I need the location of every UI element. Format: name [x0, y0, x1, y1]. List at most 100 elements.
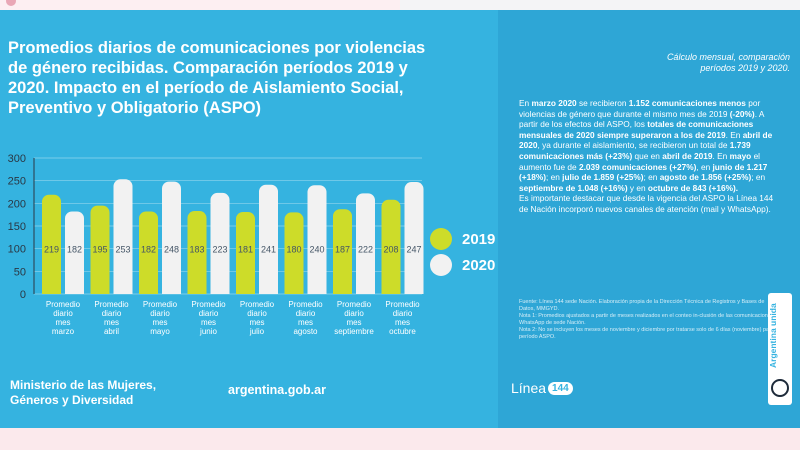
- summary-run: 1.739 comunicaciones más (+23%): [519, 140, 751, 161]
- x-tick-label: Promedio: [385, 300, 420, 309]
- infographic-card: Promedios diarios de comunicaciones por …: [0, 10, 800, 428]
- summary-run: mayo: [729, 150, 752, 161]
- bar-2019-junio: [187, 211, 207, 294]
- national-seal-icon: [771, 379, 789, 397]
- data-label: 223: [212, 245, 227, 255]
- summary-paragraph-1: En marzo 2020 se recibieron 1.152 comuni…: [519, 98, 777, 193]
- bar-base: [333, 286, 352, 294]
- decorative-block: [400, 0, 800, 10]
- website-link[interactable]: argentina.gob.ar: [228, 383, 326, 397]
- y-tick-label: 200: [8, 198, 26, 210]
- y-tick-label: 100: [8, 244, 26, 256]
- summary-run: abril de 2020: [519, 129, 773, 151]
- bar-base: [236, 286, 255, 294]
- y-tick-label: 0: [20, 289, 26, 301]
- bar-base: [42, 286, 61, 294]
- data-label: 182: [141, 245, 156, 255]
- legend-item-2020: 2020: [430, 254, 495, 276]
- bar-2019-julio: [236, 211, 255, 294]
- summary-run: . A partir de los efectos del ASPO, los: [519, 108, 764, 130]
- bar-base: [307, 286, 327, 294]
- y-tick-label: 50: [14, 266, 26, 278]
- summary-run: (-20%): [729, 108, 755, 119]
- bar-base: [356, 286, 375, 294]
- bar-2020-agosto: [307, 185, 327, 294]
- bar-2019-agosto: [284, 212, 304, 294]
- summary-run: que en: [632, 150, 663, 161]
- summary-run: septiembre de 1.048 (+16%): [519, 182, 628, 193]
- bar-2020-junio: [210, 192, 230, 294]
- data-label: 222: [358, 245, 373, 255]
- summary-run: abril de 2019: [662, 150, 713, 161]
- data-label: 219: [44, 245, 59, 255]
- footnote-2: Nota 2: No se incluyen los meses de novi…: [519, 327, 774, 340]
- linea-logo-text: Línea: [511, 380, 547, 396]
- x-tick-label: octubre: [389, 327, 416, 336]
- x-tick-label: mes: [55, 318, 70, 327]
- x-tick-label: mes: [152, 318, 167, 327]
- x-tick-label: mes: [104, 318, 119, 327]
- summary-run: . En: [712, 150, 730, 161]
- summary-run: , en: [696, 161, 713, 172]
- chart-title: Promedios diarios de comunicaciones por …: [8, 39, 426, 117]
- x-tick-label: Promedio: [46, 300, 81, 309]
- x-tick-label: julio: [249, 327, 265, 336]
- x-tick-label: Promedio: [337, 300, 372, 309]
- data-label: 240: [309, 245, 324, 255]
- summary-run: En: [519, 98, 532, 108]
- summary-run: . En: [725, 129, 743, 140]
- x-tick-label: diario: [247, 309, 267, 318]
- x-tick-label: agosto: [293, 327, 318, 336]
- data-label: 248: [164, 245, 179, 255]
- summary-text: En marzo 2020 se recibieron 1.152 comuni…: [519, 98, 777, 215]
- summary-run: ; en: [751, 172, 766, 183]
- summary-run: y en: [627, 182, 648, 193]
- data-label: 195: [92, 245, 107, 255]
- legend-label-2019: 2019: [462, 230, 496, 248]
- bar-base: [90, 286, 110, 294]
- y-tick-label: 150: [8, 221, 26, 233]
- x-tick-label: mes: [249, 318, 264, 327]
- data-label: 183: [189, 245, 204, 255]
- footnote-source: Fuente: Línea 144 sede Nación. Elaboraci…: [519, 299, 765, 312]
- x-tick-label: diario: [102, 309, 122, 318]
- summary-run: , ya durante el aislamiento, se recibier…: [537, 140, 730, 151]
- x-tick-label: mes: [395, 318, 410, 327]
- calculation-note: Cálculo mensual, comparación períodos 20…: [666, 52, 790, 73]
- x-tick-label: diario: [199, 309, 219, 318]
- x-tick-label: mes: [346, 318, 361, 327]
- footnotes: Fuente: Línea 144 sede Nación. Elaboraci…: [519, 299, 775, 341]
- bottom-strip: [0, 428, 800, 450]
- bar-chart: 0 50 100 150 200 250 300 219 182 Promedio diario me…: [0, 140, 430, 350]
- bar-base: [65, 286, 84, 294]
- x-tick-label: Promedio: [143, 300, 178, 309]
- summary-run: el aumento fue de: [519, 150, 761, 172]
- bar-base: [404, 286, 424, 294]
- summary-run: 2.039 comunicaciones (+27%): [578, 161, 697, 172]
- x-tick-label: mes: [201, 318, 216, 327]
- bar-base: [187, 286, 207, 294]
- bar-2020-octubre: [404, 182, 424, 294]
- data-label: 187: [335, 245, 350, 255]
- bar-base: [284, 286, 304, 294]
- bar-2019-abril: [90, 205, 110, 294]
- x-tick-label: diario: [344, 309, 364, 318]
- data-label: 208: [383, 245, 398, 255]
- bar-2019-octubre: [381, 199, 401, 294]
- summary-run: octubre de 843 (+16%).: [647, 182, 739, 193]
- bar-base: [113, 286, 133, 294]
- ministry-line-1: Ministerio de las Mujeres,: [10, 378, 157, 392]
- bar-base: [259, 286, 278, 294]
- x-tick-label: Promedio: [191, 300, 226, 309]
- x-tick-label: junio: [199, 327, 217, 336]
- decorative-dot: [6, 0, 16, 6]
- bar-2020-marzo: [65, 211, 84, 294]
- bar-base: [381, 286, 401, 294]
- summary-run: 1.152 comunicaciones menos: [628, 98, 746, 108]
- summary-run: por violencias de género que durante el …: [519, 98, 761, 119]
- bar-base: [139, 286, 158, 294]
- ministry-line-2: Géneros y Diversidad: [10, 393, 134, 407]
- x-tick-label: diario: [296, 309, 316, 318]
- x-tick-label: abril: [104, 327, 119, 336]
